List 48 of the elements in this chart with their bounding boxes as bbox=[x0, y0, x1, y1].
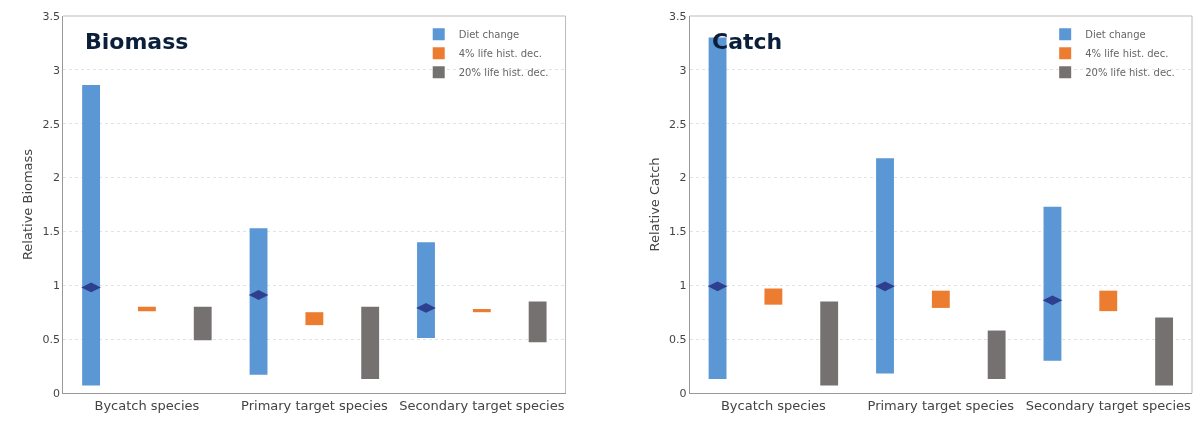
x-tick-label: Bycatch species bbox=[94, 397, 200, 413]
y-tick-label: 3 bbox=[52, 63, 60, 77]
y-tick-label: 1 bbox=[52, 279, 60, 293]
y-tick-label: 3.5 bbox=[668, 9, 687, 23]
y-axis-title: Relative Biomass bbox=[20, 148, 36, 261]
legend-label: 4% life hist. dec. bbox=[458, 48, 542, 60]
bar bbox=[1043, 206, 1062, 361]
bar bbox=[931, 290, 950, 308]
x-tick-label: Bycatch species bbox=[720, 397, 827, 413]
bar bbox=[764, 288, 783, 305]
bar bbox=[987, 330, 1006, 379]
bar bbox=[249, 228, 268, 375]
y-tick-label: 0.5 bbox=[668, 332, 687, 346]
y-tick-label: 1 bbox=[679, 279, 687, 293]
legend-label: 4% life hist. dec. bbox=[1085, 48, 1169, 60]
bar bbox=[1155, 317, 1174, 386]
legend-label: Diet change bbox=[458, 29, 520, 41]
y-tick-label: 1.5 bbox=[42, 225, 60, 239]
bar bbox=[361, 306, 380, 379]
bar bbox=[1099, 290, 1118, 312]
y-tick-label: 2.5 bbox=[42, 117, 60, 131]
y-tick-label: 3 bbox=[679, 63, 687, 77]
y-tick-label: 0 bbox=[52, 386, 60, 400]
y-axis-title: Relative Catch bbox=[646, 157, 662, 252]
legend-label: 20% life hist. dec. bbox=[458, 67, 549, 79]
bar bbox=[820, 301, 839, 386]
y-tick-label: 0 bbox=[679, 386, 687, 400]
bar bbox=[193, 306, 212, 341]
y-tick-label: 2.5 bbox=[668, 117, 687, 131]
bar bbox=[528, 301, 547, 343]
text: Biomass bbox=[85, 29, 189, 54]
bar bbox=[305, 312, 324, 326]
x-tick-label: Primary target species bbox=[867, 397, 1015, 413]
x-tick-label: Primary target species bbox=[241, 397, 388, 413]
bar bbox=[876, 158, 894, 374]
y-tick-label: 2 bbox=[679, 171, 687, 185]
bar bbox=[472, 308, 491, 313]
y-tick-label: 3.5 bbox=[42, 9, 60, 23]
x-tick-label: Secondary target species bbox=[399, 397, 565, 413]
bar bbox=[137, 306, 156, 312]
legend-label: 20% life hist. dec. bbox=[1085, 67, 1175, 79]
bar bbox=[417, 242, 435, 339]
y-tick-label: 2 bbox=[52, 171, 60, 185]
y-tick-label: 1.5 bbox=[668, 225, 687, 239]
y-tick-label: 0.5 bbox=[42, 332, 60, 346]
bar bbox=[82, 84, 101, 386]
x-tick-label: Secondary target species bbox=[1025, 397, 1192, 413]
legend-label: Diet change bbox=[1085, 29, 1146, 41]
